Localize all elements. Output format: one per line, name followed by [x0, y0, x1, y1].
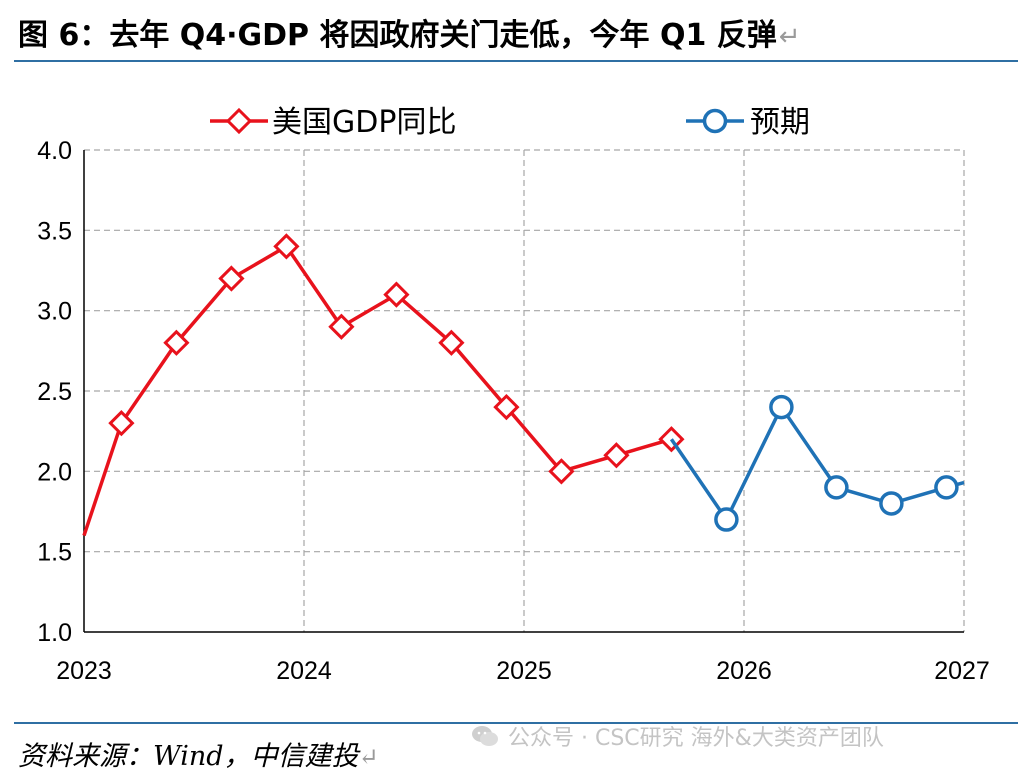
data-point: [328, 313, 355, 340]
legend-marker: [225, 107, 253, 135]
source-note: 资料来源：Wind，中信建投↵: [18, 734, 379, 773]
x-tick-label: 2026: [716, 657, 772, 685]
y-tick-label: 2.0: [37, 458, 72, 486]
series-forecast: [669, 394, 965, 532]
watermark: 公众号 · CSC研究 海外&大类资产团队: [470, 720, 884, 752]
top-rule: [14, 60, 1018, 62]
y-tick-label: 2.5: [37, 378, 72, 406]
source-text: 资料来源：Wind，中信建投: [18, 741, 359, 772]
y-tick-label: 3.0: [37, 298, 72, 326]
data-point: [383, 281, 410, 308]
legend: 美国GDP同比 预期: [210, 105, 810, 140]
bottom-rule: [14, 722, 1018, 724]
x-tick-label: 2025: [496, 657, 552, 685]
chart-title: 图 6：去年 Q4·GDP 将因政府关门走低，今年 Q1 反弹↵: [18, 10, 801, 54]
data-point: [438, 329, 465, 356]
y-tick-label: 1.5: [37, 539, 72, 567]
y-tick-label: 4.0: [37, 137, 72, 165]
x-tick-label: 2024: [276, 657, 332, 685]
x-tick-label: 2023: [56, 657, 112, 685]
data-point: [218, 265, 245, 292]
return-mark-icon: ↵: [778, 22, 801, 52]
wechat-icon: [472, 726, 498, 746]
legend-marker: [702, 108, 728, 134]
line-chart: 1.0 1.5 2.0 2.5 3.0 3.5 4.0 2023 2024 2025 2026 202…: [37, 105, 990, 685]
y-tick-label: 3.5: [37, 217, 72, 245]
legend-item: 预期: [686, 105, 810, 140]
data-point: [879, 491, 904, 516]
return-mark-icon: ↵: [358, 743, 379, 771]
data-point: [824, 475, 849, 500]
data-point: [273, 233, 300, 260]
watermark-text: 公众号 · CSC研究 海外&大类资产团队: [508, 726, 884, 751]
data-point: [714, 507, 739, 532]
data-point: [108, 410, 135, 437]
data-point: [163, 329, 190, 356]
data-point: [493, 393, 520, 421]
legend-item: 美国GDP同比: [210, 105, 456, 140]
data-point: [769, 394, 794, 420]
data-point: [934, 475, 959, 500]
legend-label: 预期: [750, 105, 810, 140]
x-tick-label: 2027: [934, 657, 990, 685]
chart-title-text: 图 6：去年 Q4·GDP 将因政府关门走低，今年 Q1 反弹: [18, 18, 777, 53]
legend-label: 美国GDP同比: [272, 105, 456, 140]
y-tick-label: 1.0: [37, 619, 72, 647]
data-point: [548, 458, 575, 485]
series-line: [669, 405, 965, 522]
data-point: [603, 442, 630, 469]
series-actual: [82, 233, 685, 537]
